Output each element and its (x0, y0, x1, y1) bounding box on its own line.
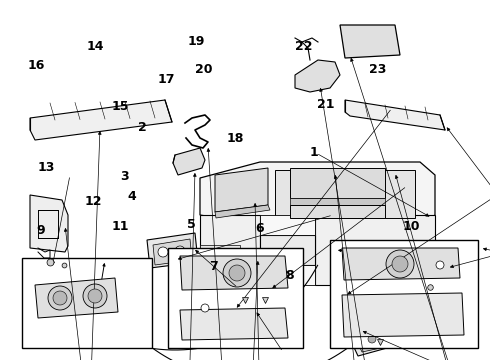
Text: 11: 11 (111, 220, 129, 233)
Polygon shape (275, 170, 415, 218)
Text: 12: 12 (84, 195, 102, 208)
Circle shape (83, 284, 107, 308)
Polygon shape (260, 235, 315, 265)
Circle shape (53, 291, 67, 305)
Polygon shape (147, 233, 198, 268)
Polygon shape (218, 285, 282, 322)
Polygon shape (180, 308, 288, 340)
Circle shape (436, 261, 444, 269)
Polygon shape (290, 205, 385, 218)
Circle shape (386, 250, 414, 278)
Text: 17: 17 (158, 73, 175, 86)
Circle shape (223, 259, 251, 287)
Text: 23: 23 (368, 63, 386, 76)
Circle shape (229, 265, 245, 281)
Text: 15: 15 (111, 100, 129, 113)
Text: 5: 5 (187, 219, 196, 231)
Text: 14: 14 (87, 40, 104, 53)
Polygon shape (345, 318, 398, 356)
Polygon shape (200, 245, 240, 255)
Text: 1: 1 (309, 147, 318, 159)
Polygon shape (353, 326, 390, 352)
Text: 10: 10 (403, 220, 420, 233)
Circle shape (158, 247, 168, 257)
Polygon shape (215, 205, 270, 218)
Polygon shape (345, 100, 445, 130)
Text: 4: 4 (128, 190, 137, 203)
Text: 8: 8 (285, 269, 294, 282)
Bar (22, 258, 152, 348)
Polygon shape (260, 265, 315, 285)
Polygon shape (290, 198, 385, 205)
Polygon shape (295, 60, 340, 92)
Text: 7: 7 (209, 260, 218, 273)
Text: 18: 18 (226, 132, 244, 145)
Text: 3: 3 (121, 170, 129, 183)
Polygon shape (215, 168, 268, 212)
Text: 6: 6 (255, 222, 264, 235)
Circle shape (368, 335, 376, 343)
Bar (330, 240, 478, 348)
Polygon shape (212, 288, 220, 325)
Circle shape (364, 331, 380, 347)
Polygon shape (173, 148, 205, 175)
Bar (168, 248, 303, 348)
Polygon shape (260, 215, 315, 235)
Polygon shape (342, 293, 464, 337)
Polygon shape (315, 215, 435, 285)
Circle shape (264, 299, 272, 307)
Circle shape (88, 289, 102, 303)
Circle shape (201, 304, 209, 312)
Bar (38, 210, 58, 238)
Circle shape (392, 256, 408, 272)
Text: 16: 16 (27, 59, 45, 72)
Polygon shape (340, 25, 400, 58)
Polygon shape (30, 100, 172, 140)
Polygon shape (200, 215, 260, 285)
Polygon shape (35, 278, 118, 318)
Circle shape (48, 286, 72, 310)
Polygon shape (200, 162, 435, 225)
Polygon shape (153, 239, 192, 265)
Circle shape (175, 246, 185, 256)
Text: 13: 13 (38, 161, 55, 174)
Polygon shape (290, 168, 385, 198)
Text: 22: 22 (295, 40, 313, 53)
Text: 21: 21 (317, 98, 335, 111)
Text: 9: 9 (36, 224, 45, 237)
Text: 20: 20 (195, 63, 212, 76)
Polygon shape (30, 195, 68, 252)
Text: 2: 2 (138, 121, 147, 134)
Circle shape (226, 301, 234, 309)
Text: 19: 19 (187, 35, 205, 48)
Polygon shape (180, 256, 288, 290)
Polygon shape (342, 248, 460, 280)
